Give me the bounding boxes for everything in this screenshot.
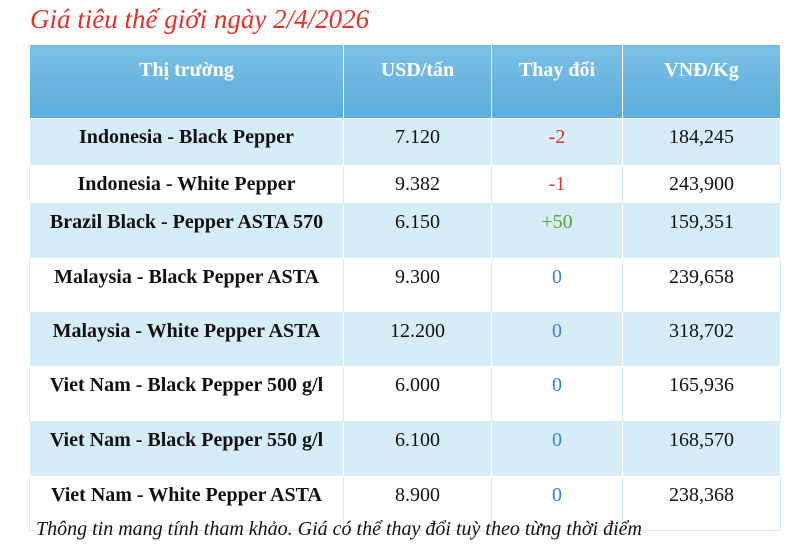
value-cell: 239,658 xyxy=(622,258,781,313)
table-row: Viet Nam - White Pepper ASTA 8.900 0 238,36… xyxy=(29,476,781,531)
change-cell: 0 xyxy=(491,312,623,367)
value-cell: 184,245 xyxy=(622,118,781,166)
price-table: Thị trường USD/tấn Thay đổi VNĐ/Kg Indonesi… xyxy=(29,44,781,531)
market-cell: Viet Nam - White Pepper ASTA xyxy=(29,476,344,531)
value-cell: 159,351 xyxy=(622,203,781,259)
table-row: Viet Nam - Black Pepper 500 g/l 6.000 0 165… xyxy=(29,366,781,422)
footnote: Thông tin mang tính tham khảo. Giá có th… xyxy=(36,518,642,540)
table-row: Indonesia - Black Pepper 7.120 -2 184,245 xyxy=(29,118,781,166)
market-cell: Indonesia - Black Pepper xyxy=(29,118,344,166)
value-cell: 9.382 xyxy=(343,165,492,204)
value-cell: 238,368 xyxy=(622,476,781,531)
change-cell: 0 xyxy=(491,476,623,531)
title: Giá tiêu thế giới ngày 2/4/2026 xyxy=(30,4,370,34)
value-cell: 9.300 xyxy=(343,258,492,313)
market-cell: Indonesia - White Pepper xyxy=(29,165,344,204)
market-cell: Malaysia - White Pepper ASTA xyxy=(29,312,344,367)
header-cell: Thị trường xyxy=(29,44,344,119)
market-cell: Viet Nam - Black Pepper 500 g/l xyxy=(29,366,344,422)
table-body: Indonesia - Black Pepper 7.120 -2 184,245 In… xyxy=(29,118,781,531)
change-cell: -2 xyxy=(491,118,623,166)
table-row: Viet Nam - Black Pepper 550 g/l 6.100 0 168… xyxy=(29,421,781,477)
value-cell: 243,900 xyxy=(622,165,781,204)
value-cell: 6.100 xyxy=(343,421,492,477)
value-cell: 318,702 xyxy=(622,312,781,367)
table-row: Malaysia - White Pepper ASTA 12.200 0 318,7… xyxy=(29,312,781,367)
change-cell: -1 xyxy=(491,165,623,204)
change-cell: 0 xyxy=(491,258,623,313)
change-cell: 0 xyxy=(491,366,623,422)
table-row: Malaysia - Black Pepper ASTA 9.300 0 239,65… xyxy=(29,258,781,313)
value-cell: 6.000 xyxy=(343,366,492,422)
header-row: Thị trường USD/tấn Thay đổi VNĐ/Kg xyxy=(29,44,781,119)
change-cell: 0 xyxy=(491,421,623,477)
value-cell: 168,570 xyxy=(622,421,781,477)
header-cell: VNĐ/Kg xyxy=(622,44,781,119)
market-cell: Brazil Black - Pepper ASTA 570 xyxy=(29,203,344,259)
header-cell: Thay đổi xyxy=(491,44,623,119)
header-cell: USD/tấn xyxy=(343,44,492,119)
market-cell: Malaysia - Black Pepper ASTA xyxy=(29,258,344,313)
value-cell: 7.120 xyxy=(343,118,492,166)
value-cell: 165,936 xyxy=(622,366,781,422)
table-row: Indonesia - White Pepper 9.382 -1 243,900 xyxy=(29,165,781,204)
value-cell: 6.150 xyxy=(343,203,492,259)
market-cell: Viet Nam - Black Pepper 550 g/l xyxy=(29,421,344,477)
table-row: Brazil Black - Pepper ASTA 570 6.150 +50 15… xyxy=(29,203,781,259)
change-cell: +50 xyxy=(491,203,623,259)
value-cell: 12.200 xyxy=(343,312,492,367)
